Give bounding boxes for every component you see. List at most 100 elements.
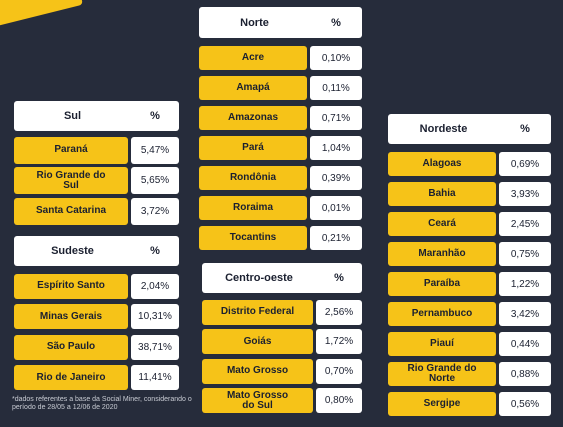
state-name: Rio de Janeiro xyxy=(14,365,128,390)
state-percentage: 0,88% xyxy=(499,362,551,386)
region-sudeste: Sudeste% Espírito Santo 2,04% Minas Gerais 1… xyxy=(14,236,179,390)
state-name: Distrito Federal xyxy=(202,299,313,325)
table-row: Santa Catarina 3,72% xyxy=(14,197,179,225)
state-percentage: 3,72% xyxy=(131,197,179,225)
state-name: Ceará xyxy=(388,212,496,236)
state-name: Maranhão xyxy=(388,242,496,266)
state-name: Santa Catarina xyxy=(14,197,128,225)
corner-accent-shape xyxy=(0,0,84,27)
table-row: Tocantins 0,21% xyxy=(199,226,362,250)
table-row: Goiás 1,72% xyxy=(202,329,362,354)
state-name: Rondônia xyxy=(199,166,307,190)
state-percentage: 0,01% xyxy=(310,196,362,220)
state-name: Espírito Santo xyxy=(14,273,128,299)
table-row: Rio Grande do Sul 5,65% xyxy=(14,167,179,194)
state-percentage: 1,72% xyxy=(316,329,362,354)
state-percentage: 2,04% xyxy=(131,273,179,299)
state-name: Amazonas xyxy=(199,106,307,130)
region-title: Centro-oeste xyxy=(225,272,293,284)
state-percentage: 10,31% xyxy=(131,304,179,329)
state-percentage: 1,04% xyxy=(310,136,362,160)
state-percentage: 0,11% xyxy=(310,76,362,100)
state-percentage: 3,93% xyxy=(499,182,551,206)
table-row: Bahia 3,93% xyxy=(388,182,551,206)
state-name: Amapá xyxy=(199,76,307,100)
state-name: Paraíba xyxy=(388,272,496,296)
table-row: Minas Gerais 10,31% xyxy=(14,304,179,329)
state-name: Pernambuco xyxy=(388,302,496,326)
table-row: São Paulo 38,71% xyxy=(14,334,179,360)
state-name: Tocantins xyxy=(199,226,307,250)
region-header: Sudeste% xyxy=(14,236,179,266)
table-row: Sergipe 0,56% xyxy=(388,392,551,416)
state-name: Pará xyxy=(199,136,307,160)
state-percentage: 3,42% xyxy=(499,302,551,326)
region-title: Nordeste xyxy=(419,123,468,135)
percent-column-label: % xyxy=(334,272,344,284)
state-percentage: 1,22% xyxy=(499,272,551,296)
table-row: Espírito Santo 2,04% xyxy=(14,273,179,299)
percent-column-label: % xyxy=(331,16,341,29)
state-percentage: 0,70% xyxy=(316,358,362,384)
state-percentage: 2,56% xyxy=(316,299,362,325)
table-row: Ceará 2,45% xyxy=(388,212,551,236)
state-percentage: 2,45% xyxy=(499,212,551,236)
state-name: Acre xyxy=(199,46,307,70)
state-name: Goiás xyxy=(202,329,313,354)
region-header: Norte% xyxy=(199,7,362,38)
region-norte: Norte% Acre 0,10% Amapá 0,11% Amazonas 0,71% Pa… xyxy=(199,7,362,250)
table-row: Acre 0,10% xyxy=(199,46,362,70)
table-row: Paraná 5,47% xyxy=(14,136,179,164)
percent-column-label: % xyxy=(150,245,160,257)
table-row: Rio Grande do Norte 0,88% xyxy=(388,362,551,386)
state-name: Bahia xyxy=(388,182,496,206)
state-percentage: 11,41% xyxy=(131,365,179,390)
table-row: Pará 1,04% xyxy=(199,136,362,160)
table-row: Mato Grosso do Sul 0,80% xyxy=(202,388,362,413)
table-row: Piauí 0,44% xyxy=(388,332,551,356)
table-row: Alagoas 0,69% xyxy=(388,152,551,176)
footnote: *dados referentes a base da Social Miner… xyxy=(12,396,192,411)
state-name: Mato Grosso xyxy=(202,358,313,384)
state-percentage: 0,75% xyxy=(499,242,551,266)
table-row: Amazonas 0,71% xyxy=(199,106,362,130)
state-percentage: 0,10% xyxy=(310,46,362,70)
table-row: Distrito Federal 2,56% xyxy=(202,299,362,325)
state-name: Sergipe xyxy=(388,392,496,416)
region-header: Centro-oeste% xyxy=(202,263,362,293)
state-percentage: 0,56% xyxy=(499,392,551,416)
region-nordeste: Nordeste% Alagoas 0,69% Bahia 3,93% Ceará 2,45… xyxy=(388,114,551,416)
state-percentage: 5,47% xyxy=(131,136,179,164)
table-row: Amapá 0,11% xyxy=(199,76,362,100)
region-sul: Sul% Paraná 5,47% Rio Grande do Sul 5,65% San… xyxy=(14,101,179,225)
percent-column-label: % xyxy=(520,123,530,135)
state-percentage: 0,71% xyxy=(310,106,362,130)
state-name: Minas Gerais xyxy=(14,304,128,329)
state-percentage: 0,44% xyxy=(499,332,551,356)
state-name: São Paulo xyxy=(14,334,128,360)
table-row: Mato Grosso 0,70% xyxy=(202,358,362,384)
region-title: Sudeste xyxy=(51,245,94,257)
state-percentage: 0,21% xyxy=(310,226,362,250)
region-title: Sul xyxy=(63,110,82,122)
state-percentage: 0,39% xyxy=(310,166,362,190)
table-row: Maranhão 0,75% xyxy=(388,242,551,266)
state-name: Mato Grosso do Sul xyxy=(202,388,313,413)
region-header: Nordeste% xyxy=(388,114,551,144)
table-row: Roraima 0,01% xyxy=(199,196,362,220)
state-name: Alagoas xyxy=(388,152,496,176)
state-percentage: 0,80% xyxy=(316,388,362,413)
table-row: Paraíba 1,22% xyxy=(388,272,551,296)
state-name: Rio Grande do Sul xyxy=(14,167,128,194)
state-name: Rio Grande do Norte xyxy=(388,362,496,386)
table-row: Rondônia 0,39% xyxy=(199,166,362,190)
table-row: Rio de Janeiro 11,41% xyxy=(14,365,179,390)
percent-column-label: % xyxy=(150,110,160,122)
state-percentage: 0,69% xyxy=(499,152,551,176)
region-header: Sul% xyxy=(14,101,179,131)
region-centro-oeste: Centro-oeste% Distrito Federal 2,56% Goiás 1… xyxy=(202,263,362,413)
state-name: Roraima xyxy=(199,196,307,220)
region-title: Norte xyxy=(240,16,269,29)
state-name: Paraná xyxy=(14,136,128,164)
state-name: Piauí xyxy=(388,332,496,356)
